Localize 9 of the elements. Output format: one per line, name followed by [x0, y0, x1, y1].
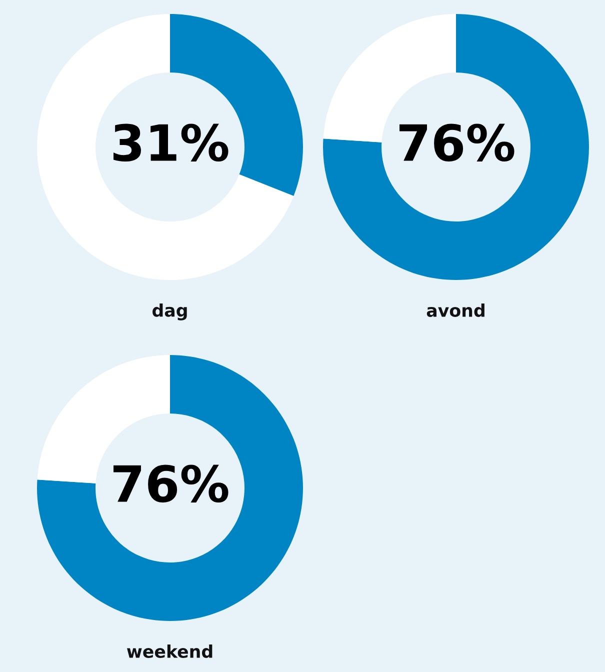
text: dag [152, 303, 187, 320]
text: weekend [126, 644, 212, 658]
data-label: 76% [400, 124, 514, 162]
donut-slice [37, 355, 303, 621]
text: avond [426, 304, 484, 317]
donut-slice [37, 14, 294, 280]
data-label: 76% [114, 464, 228, 503]
data-label: 31% [114, 124, 228, 162]
donut-slice [323, 14, 589, 280]
